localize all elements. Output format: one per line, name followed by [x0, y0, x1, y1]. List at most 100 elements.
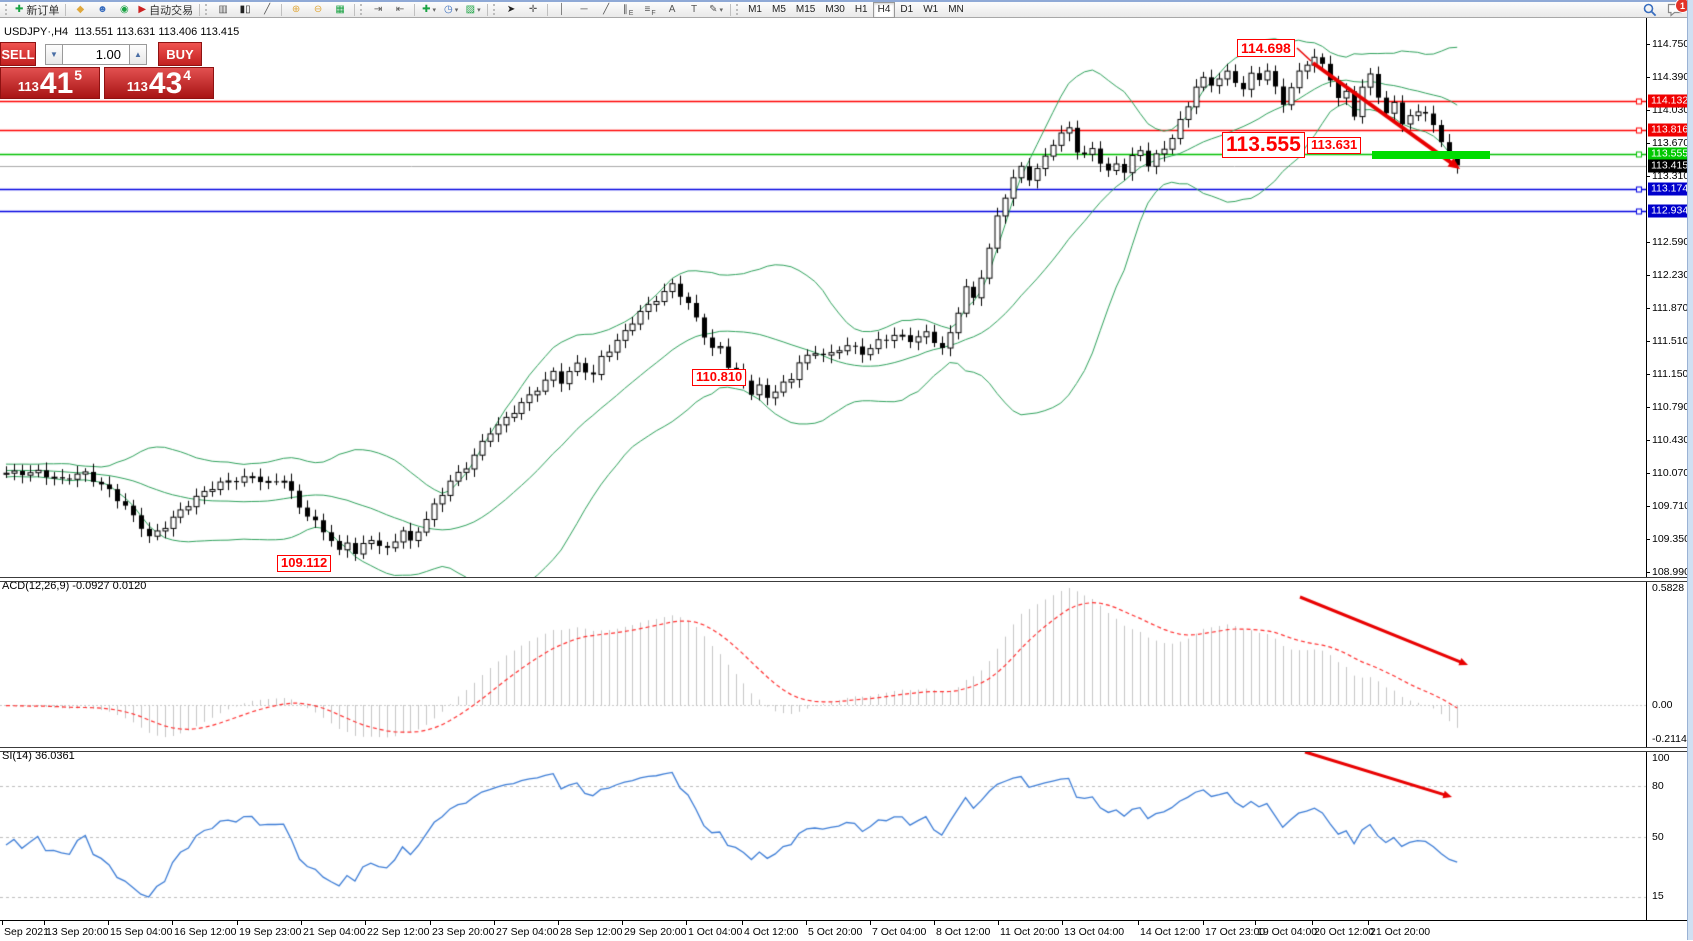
autotrade-button[interactable]: ▶ 自动交易 — [135, 2, 196, 18]
periods-button[interactable]: ◷ ▾ — [440, 2, 462, 18]
bar-chart-button[interactable]: ▥ — [212, 2, 234, 18]
time-axis-label: 14 Oct 12:00 — [1140, 926, 1201, 938]
macd-pane-canvas[interactable] — [0, 580, 1646, 747]
timeframe-m15[interactable]: M15 — [795, 4, 816, 15]
volume-decrease-button[interactable]: ▼ — [45, 43, 63, 65]
window-right-border — [1687, 0, 1693, 940]
axis-tick-mark — [1647, 110, 1650, 111]
time-axis-tick-mark — [494, 921, 495, 925]
price-axis-tick: 109.710 — [1652, 500, 1690, 513]
candle-chart-button[interactable]: ▮▯ — [234, 2, 256, 18]
templates-button[interactable]: ▨ ▾ — [462, 2, 484, 18]
price-annotation-label[interactable]: 113.555 — [1222, 132, 1305, 159]
volume-increase-button[interactable]: ▲ — [129, 43, 147, 65]
line-chart-icon: ╱ — [264, 3, 271, 15]
price-axis-tick: 109.350 — [1652, 533, 1690, 546]
time-axis-label: 27 Sep 04:00 — [496, 926, 559, 938]
zoom-out-button[interactable]: ⊖ — [307, 2, 329, 18]
price-annotation-label[interactable]: 114.698 — [1237, 39, 1295, 58]
price-axis[interactable]: 114.750 114.390 114.030 113.670 113.310 112.5… — [1646, 18, 1690, 920]
text-label-icon: T — [691, 3, 698, 15]
indicator-axis-tick: 0.5828 — [1652, 582, 1685, 594]
text-button[interactable]: A — [661, 2, 683, 18]
toolbar-grip — [5, 4, 9, 15]
timeframe-d1[interactable]: D1 — [900, 4, 914, 15]
ask-pip-digit: 4 — [183, 67, 192, 83]
profile-button[interactable]: ☻ — [91, 2, 113, 18]
rsi-pane-canvas[interactable] — [0, 750, 1646, 920]
toolbar-separator — [354, 3, 356, 16]
zoom-in-button[interactable]: ⊕ — [285, 2, 307, 18]
price-axis-tick: 114.390 — [1652, 71, 1690, 84]
price-annotation-label[interactable]: 110.810 — [692, 369, 747, 386]
chevron-down-icon: ▾ — [432, 6, 437, 14]
fibonacci-button[interactable]: ≡ F — [639, 2, 661, 18]
volume-input[interactable] — [63, 43, 129, 65]
price-axis-badge: 113.555 — [1648, 147, 1688, 161]
timeframe-h1[interactable]: H1 — [854, 4, 868, 15]
timeframe-m1[interactable]: M1 — [748, 4, 762, 15]
horizontal-line-button[interactable]: ─ — [573, 2, 595, 18]
auto-scroll-button[interactable]: ⇥ — [367, 2, 389, 18]
time-axis[interactable]: Sep 2021 13 Sep 20:00 15 Sep 04:00 16 Sep 1… — [0, 920, 1687, 941]
indicators-button[interactable]: ✚ ▾ — [418, 2, 440, 18]
signals-button[interactable]: ◉ — [113, 2, 135, 18]
new-order-button[interactable]: ✚ 新订单 — [12, 2, 62, 18]
time-axis-tick-mark — [998, 921, 999, 925]
new-order-label: 新订单 — [26, 4, 60, 17]
notifications-button[interactable]: 1 — [1667, 0, 1690, 17]
toolbar-separator — [414, 3, 416, 16]
axis-tick-mark — [1647, 374, 1650, 375]
time-axis-tick-mark — [44, 921, 45, 925]
profile-icon: ☻ — [97, 3, 108, 15]
price-axis-tick: 108.990 — [1652, 566, 1690, 579]
time-axis-label: 29 Sep 20:00 — [624, 926, 687, 938]
favorites-icon: ◆ — [76, 3, 85, 15]
tile-windows-icon: ▦ — [335, 3, 345, 15]
axis-tick-mark — [1647, 275, 1650, 276]
timeframe-m30[interactable]: M30 — [825, 4, 845, 15]
arrows-button[interactable]: ✎ ▾ — [705, 2, 727, 18]
cursor-button[interactable]: ➤ — [500, 2, 522, 18]
line-chart-button[interactable]: ╱ — [256, 2, 278, 18]
pane-separator[interactable] — [0, 747, 1687, 752]
timeframe-w1[interactable]: W1 — [923, 4, 939, 15]
price-chart-canvas[interactable] — [0, 18, 1646, 577]
sell-button[interactable]: SELL — [0, 42, 36, 66]
chart-shift-button[interactable]: ⇤ — [389, 2, 411, 18]
fibonacci-subletter: F — [651, 9, 656, 17]
chevron-down-icon: ▾ — [477, 6, 481, 14]
cursor-icon: ➤ — [506, 3, 516, 15]
timeframe-h4[interactable]: H4 — [872, 1, 896, 18]
crosshair-button[interactable]: ✛ — [522, 2, 544, 18]
price-axis-badge: 113.816 — [1648, 123, 1688, 137]
timeframe-mn[interactable]: MN — [948, 4, 964, 15]
time-axis-label: 20 Oct 12:00 — [1314, 926, 1375, 938]
price-annotation-label[interactable]: 109.112 — [277, 555, 332, 572]
time-axis-tick-mark — [1368, 921, 1369, 925]
text-label-button[interactable]: T — [683, 2, 705, 18]
toolbar-separator — [65, 3, 67, 16]
bid-big-figure: 113 — [17, 79, 39, 94]
vertical-line-button[interactable]: │ — [551, 2, 573, 18]
time-axis-tick-mark — [742, 921, 743, 925]
support-zone-highlight[interactable] — [1372, 151, 1490, 159]
time-axis-tick-mark — [108, 921, 109, 925]
price-annotation-label[interactable]: 113.631 — [1307, 137, 1362, 154]
price-axis-badge: 112.934 — [1648, 204, 1688, 217]
pane-separator[interactable] — [0, 577, 1687, 582]
candle-chart-icon: ▮▯ — [239, 3, 251, 15]
favorites-button[interactable]: ◆ — [69, 2, 91, 18]
time-axis-label: 1 Oct 04:00 — [688, 926, 743, 938]
trendline-button[interactable]: ╱ — [595, 2, 617, 18]
price-axis-tick: 114.750 — [1652, 38, 1690, 51]
price-axis-tick: 111.870 — [1652, 302, 1689, 315]
timeframe-m5[interactable]: M5 — [772, 4, 786, 15]
price-axis-tick: 112.230 — [1652, 269, 1690, 282]
time-axis-label: 17 Oct 23:00 — [1205, 926, 1266, 938]
search-icon[interactable] — [1643, 3, 1657, 17]
tile-windows-button[interactable]: ▦ — [329, 2, 351, 18]
buy-button[interactable]: BUY — [158, 42, 202, 66]
arrows-icon: ✎ — [709, 3, 718, 15]
equidistant-channel-button[interactable]: ∥ E — [617, 2, 639, 18]
